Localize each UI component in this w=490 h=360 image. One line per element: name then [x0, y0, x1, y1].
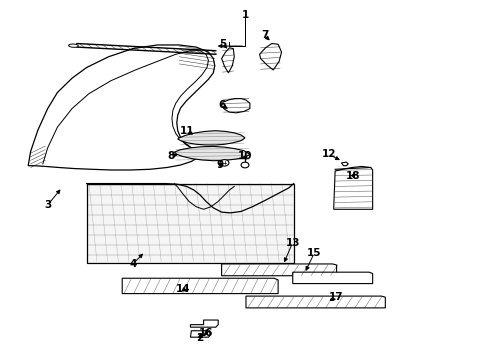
Text: 5: 5 [220, 39, 227, 49]
Text: 1: 1 [242, 10, 248, 20]
Polygon shape [221, 48, 234, 73]
Text: 3: 3 [44, 200, 51, 210]
Polygon shape [221, 99, 250, 113]
Text: 12: 12 [321, 149, 336, 159]
Polygon shape [28, 45, 215, 170]
Text: 6: 6 [218, 100, 225, 110]
Text: 18: 18 [346, 171, 361, 181]
Text: 10: 10 [238, 151, 252, 161]
Circle shape [220, 159, 229, 166]
Polygon shape [293, 272, 373, 284]
Text: 8: 8 [167, 151, 174, 161]
Polygon shape [260, 44, 282, 70]
Text: 13: 13 [286, 238, 300, 248]
Text: 14: 14 [175, 284, 190, 294]
Polygon shape [334, 166, 373, 209]
Text: 9: 9 [216, 160, 223, 170]
Polygon shape [122, 278, 278, 294]
Text: 17: 17 [329, 292, 344, 302]
Polygon shape [174, 147, 250, 161]
Text: 11: 11 [180, 126, 195, 136]
Polygon shape [342, 162, 348, 166]
Polygon shape [87, 184, 294, 263]
Text: 2: 2 [196, 333, 204, 343]
Polygon shape [191, 331, 210, 337]
Polygon shape [191, 320, 218, 327]
Text: 4: 4 [129, 259, 137, 269]
Circle shape [241, 162, 249, 168]
Text: 16: 16 [199, 328, 213, 338]
Polygon shape [221, 264, 337, 276]
Text: 15: 15 [307, 248, 321, 258]
Ellipse shape [69, 44, 78, 47]
Polygon shape [178, 131, 245, 145]
Polygon shape [246, 296, 385, 308]
Text: 7: 7 [261, 30, 268, 40]
